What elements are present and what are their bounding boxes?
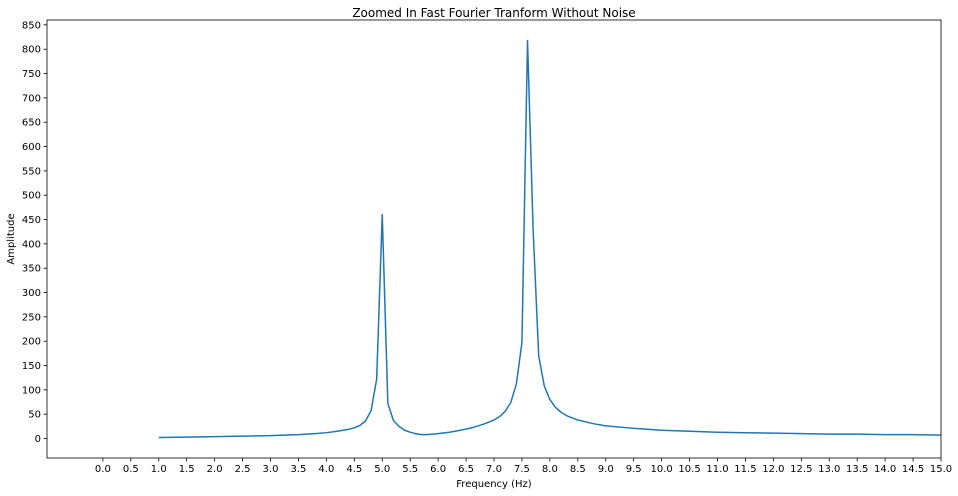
y-tick-label: 350: [22, 264, 41, 275]
y-tick-label: 800: [22, 45, 41, 56]
x-tick-label: 5.0: [374, 464, 390, 475]
x-tick-label: 1.5: [179, 464, 195, 475]
x-tick-label: 13.5: [846, 464, 868, 475]
y-tick-label: 750: [22, 69, 41, 80]
y-tick-label: 600: [22, 142, 41, 153]
y-tick-label: 300: [22, 288, 41, 299]
x-tick-label: 4.0: [318, 464, 334, 475]
chart-title: Zoomed In Fast Fourier Tranform Without …: [352, 6, 635, 20]
x-axis-label: Frequency (Hz): [456, 479, 532, 490]
x-tick-label: 5.5: [402, 464, 418, 475]
y-tick-label: 650: [22, 118, 41, 129]
plot-frame: [46, 19, 942, 459]
y-tick-label: 400: [22, 239, 41, 250]
y-tick-label: 200: [22, 337, 41, 348]
x-tick-label: 7.0: [486, 464, 502, 475]
x-tick-label: 12.0: [762, 464, 784, 475]
x-tick-label: 8.5: [570, 464, 586, 475]
x-tick-label: 11.0: [706, 464, 728, 475]
x-tick-label: 3.0: [263, 464, 279, 475]
x-axis-ticks: 0.0 0.5 1.0 1.5 2.0 2.5 3.0 3.5 4.0 4.5 5.0 5.5 6.0 6…: [95, 458, 952, 475]
y-tick-label: 250: [22, 312, 41, 323]
x-tick-label: 14.5: [902, 464, 924, 475]
x-tick-label: 6.5: [458, 464, 474, 475]
x-tick-label: 12.5: [790, 464, 812, 475]
y-tick-label: 100: [22, 385, 41, 396]
x-tick-label: 13.0: [818, 464, 840, 475]
x-tick-label: 2.5: [235, 464, 251, 475]
x-tick-label: 9.5: [626, 464, 642, 475]
y-axis-label: Amplitude: [6, 213, 17, 264]
x-tick-label: 6.0: [430, 464, 446, 475]
y-tick-label: 150: [22, 361, 41, 372]
x-tick-label: 9.0: [598, 464, 614, 475]
x-tick-label: 14.0: [874, 464, 896, 475]
x-tick-label: 0.5: [123, 464, 139, 475]
y-tick-label: 700: [22, 93, 41, 104]
y-tick-label: 550: [22, 166, 41, 177]
y-tick-label: 450: [22, 215, 41, 226]
y-tick-label: 50: [28, 410, 41, 421]
y-tick-label: 850: [22, 20, 41, 31]
x-tick-label: 7.5: [514, 464, 530, 475]
x-tick-label: 10.0: [650, 464, 672, 475]
x-tick-label: 11.5: [734, 464, 756, 475]
y-tick-label: 500: [22, 191, 41, 202]
x-tick-label: 15.0: [930, 464, 952, 475]
x-tick-label: 10.5: [678, 464, 700, 475]
x-tick-label: 0.0: [95, 464, 111, 475]
y-axis-ticks: 0 50 100 150 200 250 300 350 400 450 500 550 600 650 7…: [22, 20, 47, 445]
series-line: [158, 39, 942, 439]
plot-background: [47, 20, 941, 458]
x-tick-label: 1.0: [151, 464, 167, 475]
x-tick-label: 3.5: [290, 464, 306, 475]
x-tick-label: 2.0: [207, 464, 223, 475]
x-tick-label: 4.5: [346, 464, 362, 475]
x-tick-label: 8.0: [542, 464, 558, 475]
series-layer: [158, 39, 942, 439]
y-tick-label: 0: [35, 434, 41, 445]
